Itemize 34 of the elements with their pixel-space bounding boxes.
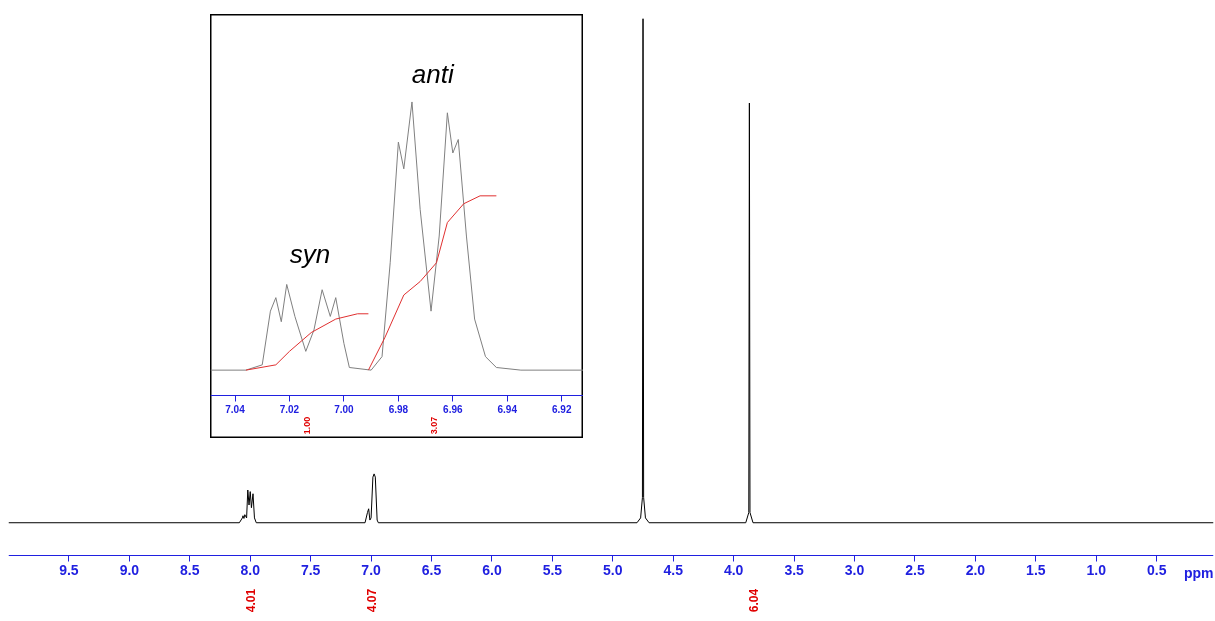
x-tick-label: 1.0 [1086, 562, 1107, 579]
x-tick-label: 3.5 [784, 562, 805, 579]
x-tick-label: 9.5 [59, 562, 79, 579]
x-tick-label: 5.0 [603, 562, 623, 579]
x-axis-title: ppm [1183, 565, 1214, 582]
x-tick-label: 6.0 [482, 562, 502, 579]
x-tick-label: 6.94 [497, 404, 518, 416]
x-tick-label: 6.5 [421, 562, 442, 579]
x-tick-label: 5.5 [542, 562, 563, 579]
x-tick-label: 7.00 [334, 404, 355, 416]
x-tick-label: 1.5 [1026, 562, 1046, 579]
annotation: 1.00 [302, 416, 313, 435]
x-tick-label: 0.5 [1146, 562, 1167, 579]
annotation: anti [411, 58, 455, 89]
x-tick-label: 4.5 [663, 562, 684, 579]
x-tick-label: 7.04 [225, 404, 246, 416]
x-tick-label: 4.0 [723, 562, 744, 579]
text: 4.01 [244, 588, 259, 613]
x-tick-label: 7.02 [279, 404, 300, 416]
text: 6.04 [746, 588, 761, 613]
text: 4.07 [364, 588, 379, 613]
x-tick-label: 6.92 [551, 404, 572, 416]
x-tick-label: 6.98 [388, 404, 409, 416]
annotation: syn [289, 239, 331, 270]
x-tick-label: 7.5 [300, 562, 321, 579]
annotation: 3.07 [428, 416, 439, 435]
x-tick-label: 8.5 [180, 562, 200, 579]
x-tick-label: 6.96 [443, 404, 463, 416]
x-tick-label: 9.0 [119, 562, 140, 579]
x-tick-label: 8.0 [240, 562, 261, 579]
x-tick-label: 3.0 [844, 562, 865, 579]
x-tick-label: 2.5 [905, 562, 925, 579]
x-tick-label: 7.0 [361, 562, 382, 579]
x-tick-label: 2.0 [965, 562, 986, 579]
